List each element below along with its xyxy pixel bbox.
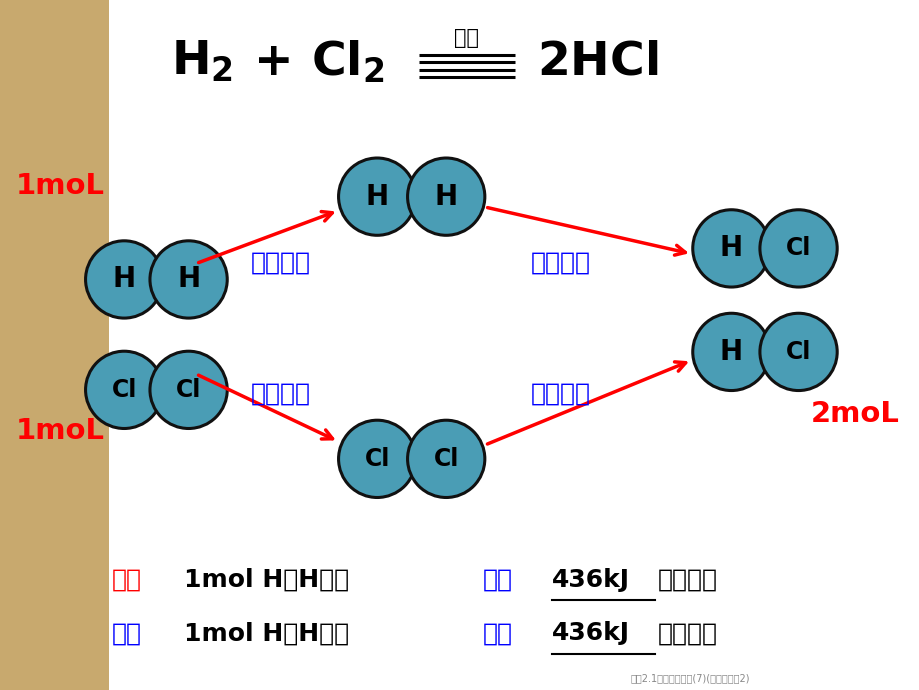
Text: $\bf{2HCl}$: $\bf{2HCl}$: [537, 39, 658, 85]
Text: 的能量。: 的能量。: [657, 568, 717, 591]
Ellipse shape: [338, 158, 415, 235]
Text: H: H: [112, 266, 136, 293]
Text: Cl: Cl: [176, 378, 201, 402]
Ellipse shape: [150, 241, 227, 318]
Text: 1moL: 1moL: [16, 417, 104, 445]
Text: 1mol H－H键要: 1mol H－H键要: [184, 622, 348, 645]
Text: 1mol H－H键要: 1mol H－H键要: [184, 568, 348, 591]
Text: 2moL: 2moL: [811, 400, 899, 428]
Ellipse shape: [150, 351, 227, 428]
Text: 436kJ: 436kJ: [551, 568, 630, 591]
Text: H: H: [719, 235, 743, 262]
Text: Cl: Cl: [111, 378, 137, 402]
Text: H: H: [719, 338, 743, 366]
Ellipse shape: [85, 351, 163, 428]
Text: $\bf{+}$: $\bf{+}$: [253, 39, 289, 85]
Text: Cl: Cl: [364, 447, 390, 471]
Ellipse shape: [759, 210, 836, 287]
Bar: [0, 0, 108, 690]
Ellipse shape: [692, 313, 769, 391]
Text: 点燃: 点燃: [453, 28, 479, 48]
Ellipse shape: [338, 420, 415, 497]
Text: H: H: [434, 183, 458, 210]
Text: 1moL: 1moL: [16, 172, 104, 200]
Ellipse shape: [692, 210, 769, 287]
Text: Cl: Cl: [433, 447, 459, 471]
Text: H: H: [365, 183, 389, 210]
Text: $\bf{H_2}$: $\bf{H_2}$: [171, 39, 233, 85]
Text: $\bf{Cl_2}$: $\bf{Cl_2}$: [311, 39, 384, 86]
Ellipse shape: [407, 158, 484, 235]
Text: H: H: [176, 266, 200, 293]
Text: 断开: 断开: [112, 568, 142, 591]
Text: 放出: 放出: [482, 622, 513, 645]
Text: 吸收能量: 吸收能量: [250, 250, 311, 274]
Text: 形成: 形成: [112, 622, 142, 645]
Text: 化学2.1化学能与热能(7)(人教版必修2): 化学2.1化学能与热能(7)(人教版必修2): [630, 673, 749, 683]
Text: Cl: Cl: [785, 237, 811, 260]
Text: 放出能量: 放出能量: [530, 250, 591, 274]
Text: 吸收: 吸收: [482, 568, 513, 591]
Text: 放出能量: 放出能量: [530, 382, 591, 405]
Ellipse shape: [759, 313, 836, 391]
Ellipse shape: [85, 241, 163, 318]
Text: Cl: Cl: [785, 340, 811, 364]
Text: 吸收能量: 吸收能量: [250, 382, 311, 405]
Text: 的能量。: 的能量。: [657, 622, 717, 645]
Ellipse shape: [407, 420, 484, 497]
Text: 436kJ: 436kJ: [551, 622, 630, 645]
